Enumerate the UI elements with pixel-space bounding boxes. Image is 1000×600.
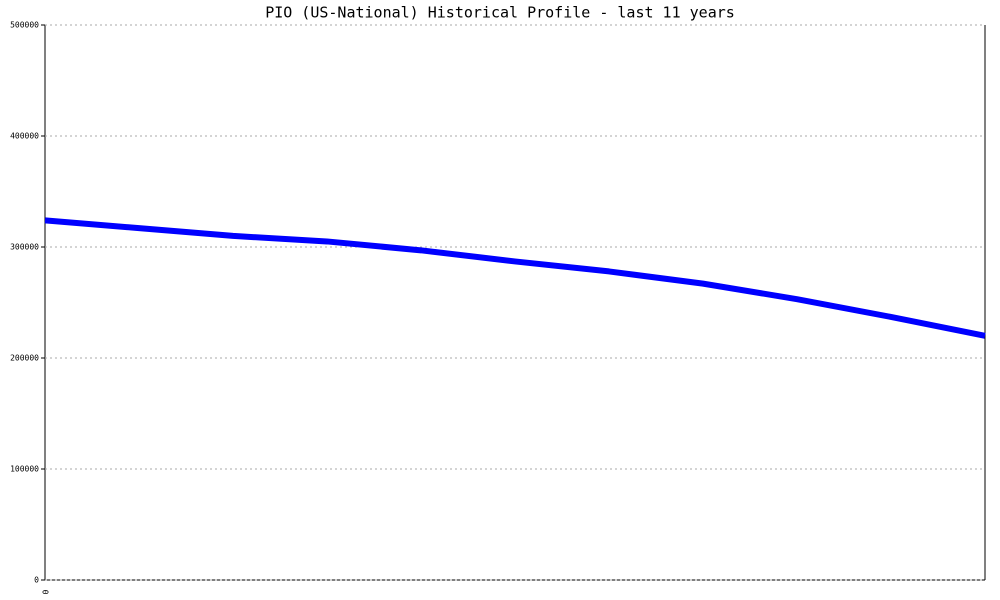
y-tick-label: 100000 <box>10 465 39 474</box>
y-tick-label: 400000 <box>10 132 39 141</box>
data-line <box>44 217 986 339</box>
chart-title: PIO (US-National) Historical Profile - l… <box>265 4 735 22</box>
y-tick-label: 300000 <box>10 243 39 252</box>
y-tick-label: 0 <box>34 576 39 585</box>
y-tick-label: 200000 <box>10 354 39 363</box>
x-tick-label: 0 <box>41 590 50 595</box>
y-tick-label: 500000 <box>10 21 39 30</box>
